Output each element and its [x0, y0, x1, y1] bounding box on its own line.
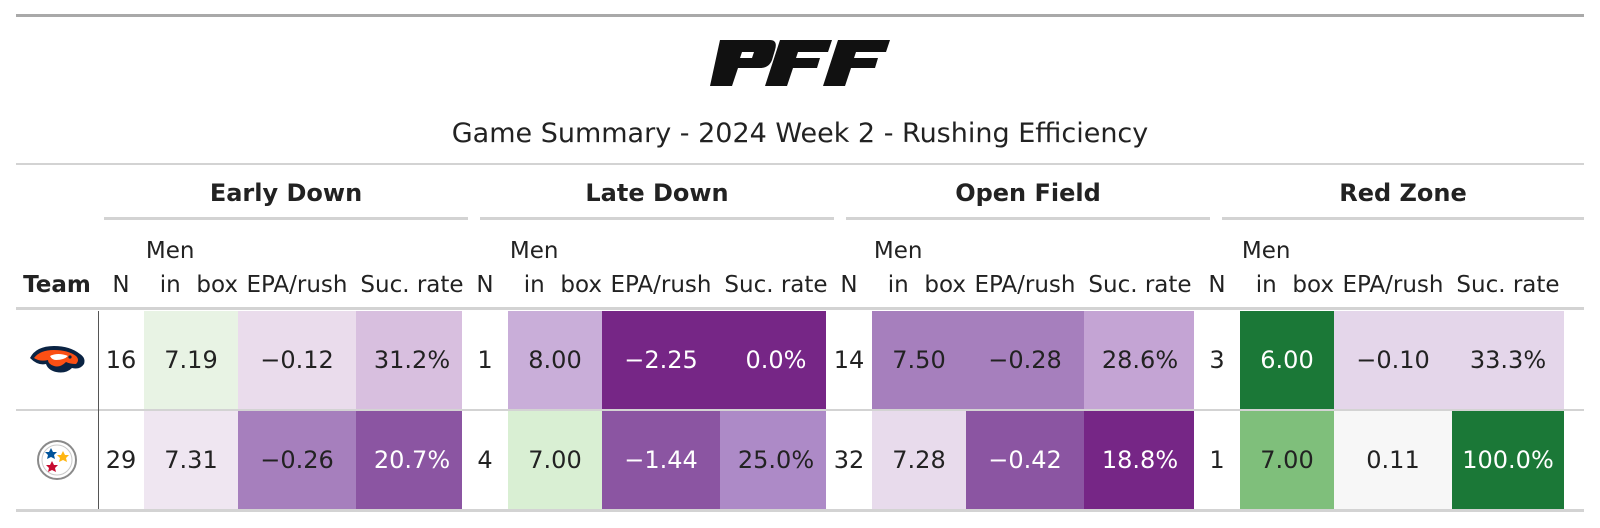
header-line: box — [924, 272, 966, 298]
header-line: box — [196, 272, 238, 298]
header-n-late-down: N — [476, 272, 494, 298]
cell-suc-rate-open-field: 28.6% — [1084, 311, 1196, 409]
table-row: 16 7.19 −0.12 31.2% 1 8.00 −2.25 0.0% 14 7.50 −0.2… — [16, 311, 1584, 409]
header-men-in-box-red-zone: Men in box — [1240, 232, 1334, 306]
cell-men-in-box-early-down: 7.19 — [144, 311, 238, 409]
header-suc-rate-late-down: Suc. rate — [724, 272, 828, 298]
group-label: Early Down — [209, 179, 363, 207]
cell-epa-rush-red-zone: −0.10 — [1334, 311, 1452, 409]
cell-n-late-down: 4 — [462, 411, 508, 509]
header-men-in-box-open-field: Men in box — [872, 232, 966, 306]
row-separator — [16, 409, 1584, 411]
header-suc-rate-red-zone: Suc. rate — [1456, 272, 1560, 298]
cell-men-in-box-late-down: 7.00 — [508, 411, 602, 509]
broncos-logo-icon — [30, 346, 85, 373]
title-rule — [16, 163, 1584, 165]
group-label: Red Zone — [1339, 179, 1467, 207]
header-n-red-zone: N — [1208, 272, 1226, 298]
cell-n-red-zone: 1 — [1194, 411, 1240, 509]
cell-epa-rush-open-field: −0.42 — [966, 411, 1084, 509]
table-row: 29 7.31 −0.26 20.7% 4 7.00 −1.44 25.0% 32 7.28 −0.… — [16, 411, 1584, 509]
group-label: Open Field — [955, 179, 1101, 207]
cell-n-early-down: 29 — [98, 411, 144, 509]
cell-men-in-box-red-zone: 7.00 — [1240, 411, 1334, 509]
header-epa-rush-late-down: EPA/rush — [610, 272, 712, 298]
cell-epa-rush-late-down: −1.44 — [602, 411, 720, 509]
header-line: Men in — [145, 238, 195, 298]
cell-men-in-box-early-down: 7.31 — [144, 411, 238, 509]
header-line: Men in — [1241, 238, 1291, 298]
cell-epa-rush-late-down: −2.25 — [602, 311, 720, 409]
header-suc-rate-early-down: Suc. rate — [360, 272, 464, 298]
cell-suc-rate-red-zone: 100.0% — [1452, 411, 1564, 509]
header-epa-rush-early-down: EPA/rush — [246, 272, 348, 298]
group-open-field: Open Field — [846, 176, 1210, 226]
cell-epa-rush-early-down: −0.12 — [238, 311, 356, 409]
cell-suc-rate-late-down: 25.0% — [720, 411, 832, 509]
steelers-logo-icon — [37, 440, 77, 480]
header-line: box — [1292, 272, 1334, 298]
header-rule — [16, 307, 1584, 310]
cell-epa-rush-open-field: −0.28 — [966, 311, 1084, 409]
cell-n-red-zone: 3 — [1194, 311, 1240, 409]
header-line: Men in — [873, 238, 923, 298]
header-suc-rate-open-field: Suc. rate — [1088, 272, 1192, 298]
cell-n-open-field: 14 — [826, 311, 872, 409]
group-late-down: Late Down — [480, 176, 834, 226]
team-column-divider — [98, 311, 99, 509]
cell-n-late-down: 1 — [462, 311, 508, 409]
header-men-in-box-late-down: Men in box — [508, 232, 602, 306]
header-team: Team — [23, 272, 91, 298]
cell-men-in-box-open-field: 7.50 — [872, 311, 966, 409]
team-logo-cell — [16, 311, 98, 409]
cell-men-in-box-open-field: 7.28 — [872, 411, 966, 509]
cell-suc-rate-early-down: 20.7% — [356, 411, 468, 509]
cell-suc-rate-red-zone: 33.3% — [1452, 311, 1564, 409]
cell-men-in-box-late-down: 8.00 — [508, 311, 602, 409]
cell-suc-rate-early-down: 31.2% — [356, 311, 468, 409]
cell-men-in-box-red-zone: 6.00 — [1240, 311, 1334, 409]
cell-n-early-down: 16 — [98, 311, 144, 409]
header-n-early-down: N — [112, 272, 130, 298]
header-line: box — [560, 272, 602, 298]
top-rule — [16, 14, 1584, 17]
pff-logo — [708, 38, 894, 88]
bottom-rule — [16, 509, 1584, 512]
cell-n-open-field: 32 — [826, 411, 872, 509]
header-n-open-field: N — [840, 272, 858, 298]
cell-suc-rate-late-down: 0.0% — [720, 311, 832, 409]
header-line: Men in — [509, 238, 559, 298]
header-men-in-box-early-down: Men in box — [144, 232, 238, 306]
cell-suc-rate-open-field: 18.8% — [1084, 411, 1196, 509]
group-label: Late Down — [585, 179, 729, 207]
header-epa-rush-red-zone: EPA/rush — [1342, 272, 1444, 298]
group-early-down: Early Down — [104, 176, 468, 226]
table-title: Game Summary - 2024 Week 2 - Rushing Eff… — [451, 118, 1149, 149]
group-red-zone: Red Zone — [1222, 176, 1584, 226]
header-epa-rush-open-field: EPA/rush — [974, 272, 1076, 298]
team-logo-cell — [16, 411, 98, 509]
cell-epa-rush-early-down: −0.26 — [238, 411, 356, 509]
cell-epa-rush-red-zone: 0.11 — [1334, 411, 1452, 509]
